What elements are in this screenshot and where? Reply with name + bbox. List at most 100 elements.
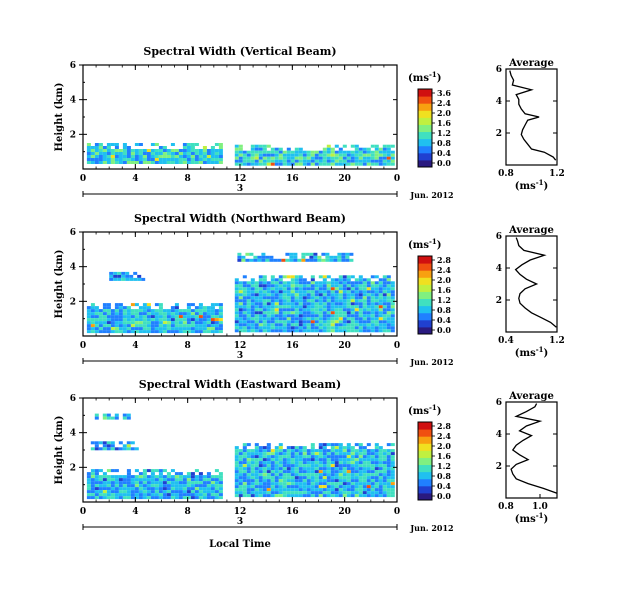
echo-cell: [294, 147, 299, 151]
echo-cell: [178, 155, 183, 158]
echo-cell: [370, 323, 375, 327]
echo-cell: [142, 152, 147, 155]
echo-cell: [274, 317, 279, 321]
echo-cell: [386, 308, 391, 312]
echo-cell: [366, 485, 371, 489]
echo-cell: [366, 323, 371, 327]
echo-cell: [333, 255, 338, 259]
echo-cell: [174, 149, 179, 152]
echo-cell: [306, 491, 311, 495]
echo-cell: [130, 481, 135, 485]
echo-cell: [114, 447, 119, 451]
echo-cell: [302, 302, 307, 306]
echo-cell: [162, 324, 167, 328]
echo-cell: [122, 327, 127, 331]
echo-cell: [210, 324, 215, 328]
colorbar-swatch: [418, 464, 432, 473]
echo-cell: [158, 469, 163, 473]
echo-cell: [186, 327, 191, 331]
echo-cell: [242, 320, 247, 324]
echo-cell: [190, 324, 195, 328]
echo-cell: [270, 290, 275, 294]
echo-cell: [106, 143, 111, 146]
colorbar-swatch: [418, 110, 432, 118]
echo-cell: [254, 494, 259, 498]
echo-cell: [322, 299, 327, 303]
echo-cell: [318, 446, 323, 450]
echo-cell: [258, 147, 263, 151]
echo-cell: [354, 290, 359, 294]
echo-cell: [238, 302, 243, 306]
echo-cell: [258, 278, 263, 282]
echo-cell: [214, 303, 219, 307]
echo-cell: [242, 323, 247, 327]
echo-cell: [382, 314, 387, 318]
echo-cell: [166, 493, 171, 497]
echo-cell: [314, 476, 319, 480]
echo-cell: [358, 323, 363, 327]
echo-cell: [270, 287, 275, 291]
echo-cell: [310, 467, 315, 471]
echo-cell: [106, 490, 111, 494]
echo-cell: [386, 464, 391, 468]
echo-cell: [334, 162, 339, 166]
echo-cell: [278, 314, 283, 318]
echo-cell: [202, 484, 207, 488]
echo-cell: [198, 496, 203, 500]
echo-cell: [366, 470, 371, 474]
echo-cell: [345, 252, 350, 256]
echo-cell: [238, 144, 243, 148]
echo-cell: [386, 461, 391, 465]
echo-cell: [266, 311, 271, 315]
echo-cell: [374, 308, 379, 312]
echo-cell: [282, 326, 287, 330]
echo-cell: [102, 318, 107, 322]
echo-cell: [322, 311, 327, 315]
echo-cell: [390, 491, 395, 495]
echo-cell: [298, 467, 303, 471]
echo-cell: [98, 327, 103, 331]
echo-cell: [162, 478, 167, 482]
echo-cell: [286, 482, 291, 486]
colorbar-unit: (ms-1): [408, 70, 441, 84]
echo-cell: [170, 484, 175, 488]
echo-cell: [198, 303, 203, 307]
echo-cell: [202, 330, 207, 334]
echo-cell: [274, 308, 279, 312]
echo-cell: [234, 446, 239, 450]
echo-cell: [282, 473, 287, 477]
echo-cell: [298, 488, 303, 492]
echo-cell: [130, 315, 135, 319]
echo-cell: [194, 478, 199, 482]
x-tick-label: 0: [80, 341, 86, 351]
echo-cell: [282, 305, 287, 309]
echo-cell: [162, 321, 167, 325]
echo-cell: [138, 315, 143, 319]
echo-cell: [318, 290, 323, 294]
echo-cell: [338, 458, 343, 462]
echo-cell: [390, 287, 395, 291]
echo-cell: [86, 487, 91, 491]
echo-cell: [122, 161, 127, 164]
echo-cell: [110, 487, 115, 491]
echo-cell: [190, 318, 195, 322]
colorbar-tick-label: 0.0: [437, 325, 451, 335]
echo-cell: [150, 312, 155, 316]
echo-cell: [262, 464, 267, 468]
echo-cell: [285, 252, 290, 256]
echo-cell: [94, 478, 99, 482]
echo-cell: [94, 484, 99, 488]
echo-cell: [298, 461, 303, 465]
echo-cell: [350, 290, 355, 294]
echo-cell: [322, 482, 327, 486]
echo-cell: [306, 296, 311, 300]
echo-cell: [378, 147, 383, 151]
echo-cell: [190, 303, 195, 307]
echo-cell: [254, 299, 259, 303]
echo-cell: [309, 258, 314, 262]
echo-cell: [350, 320, 355, 324]
echo-cell: [314, 153, 319, 157]
echo-cell: [366, 278, 371, 282]
echo-cell: [118, 327, 123, 331]
echo-cell: [310, 308, 315, 312]
